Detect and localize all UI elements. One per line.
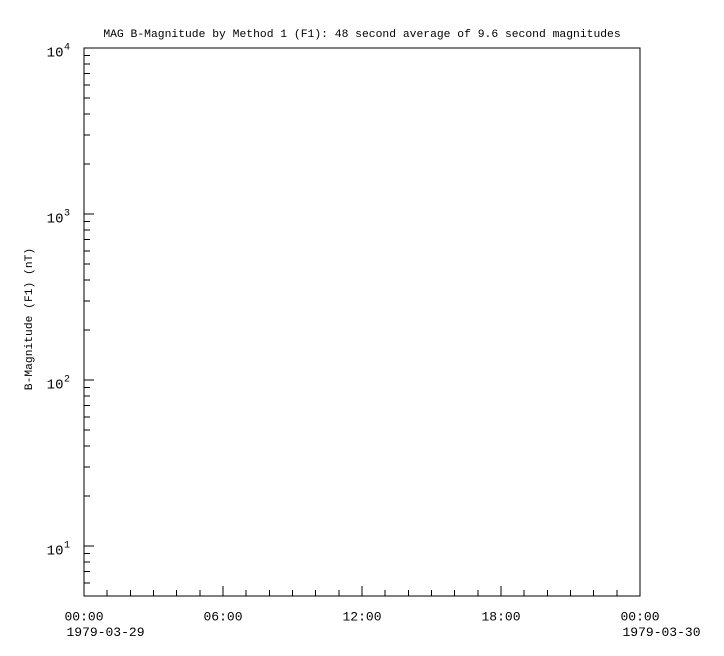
svg-text:1979-03-30: 1979-03-30: [623, 625, 701, 640]
svg-text:101: 101: [47, 541, 70, 560]
svg-text:12:00: 12:00: [342, 610, 381, 625]
svg-text:06:00: 06:00: [203, 610, 242, 625]
svg-text:00:00: 00:00: [64, 610, 103, 625]
svg-text:102: 102: [47, 375, 70, 394]
svg-text:1979-03-29: 1979-03-29: [67, 625, 145, 640]
svg-text:MAG B-Magnitude by Method 1 (: MAG B-Magnitude by Method 1 (F1): 48 sec…: [103, 29, 620, 41]
svg-text:00:00: 00:00: [620, 610, 659, 625]
svg-text:18:00: 18:00: [481, 610, 520, 625]
svg-text:103: 103: [47, 209, 70, 228]
svg-text:B-Magnitude (F1) (nT): B-Magnitude (F1) (nT): [24, 248, 36, 390]
svg-text:104: 104: [47, 43, 70, 62]
